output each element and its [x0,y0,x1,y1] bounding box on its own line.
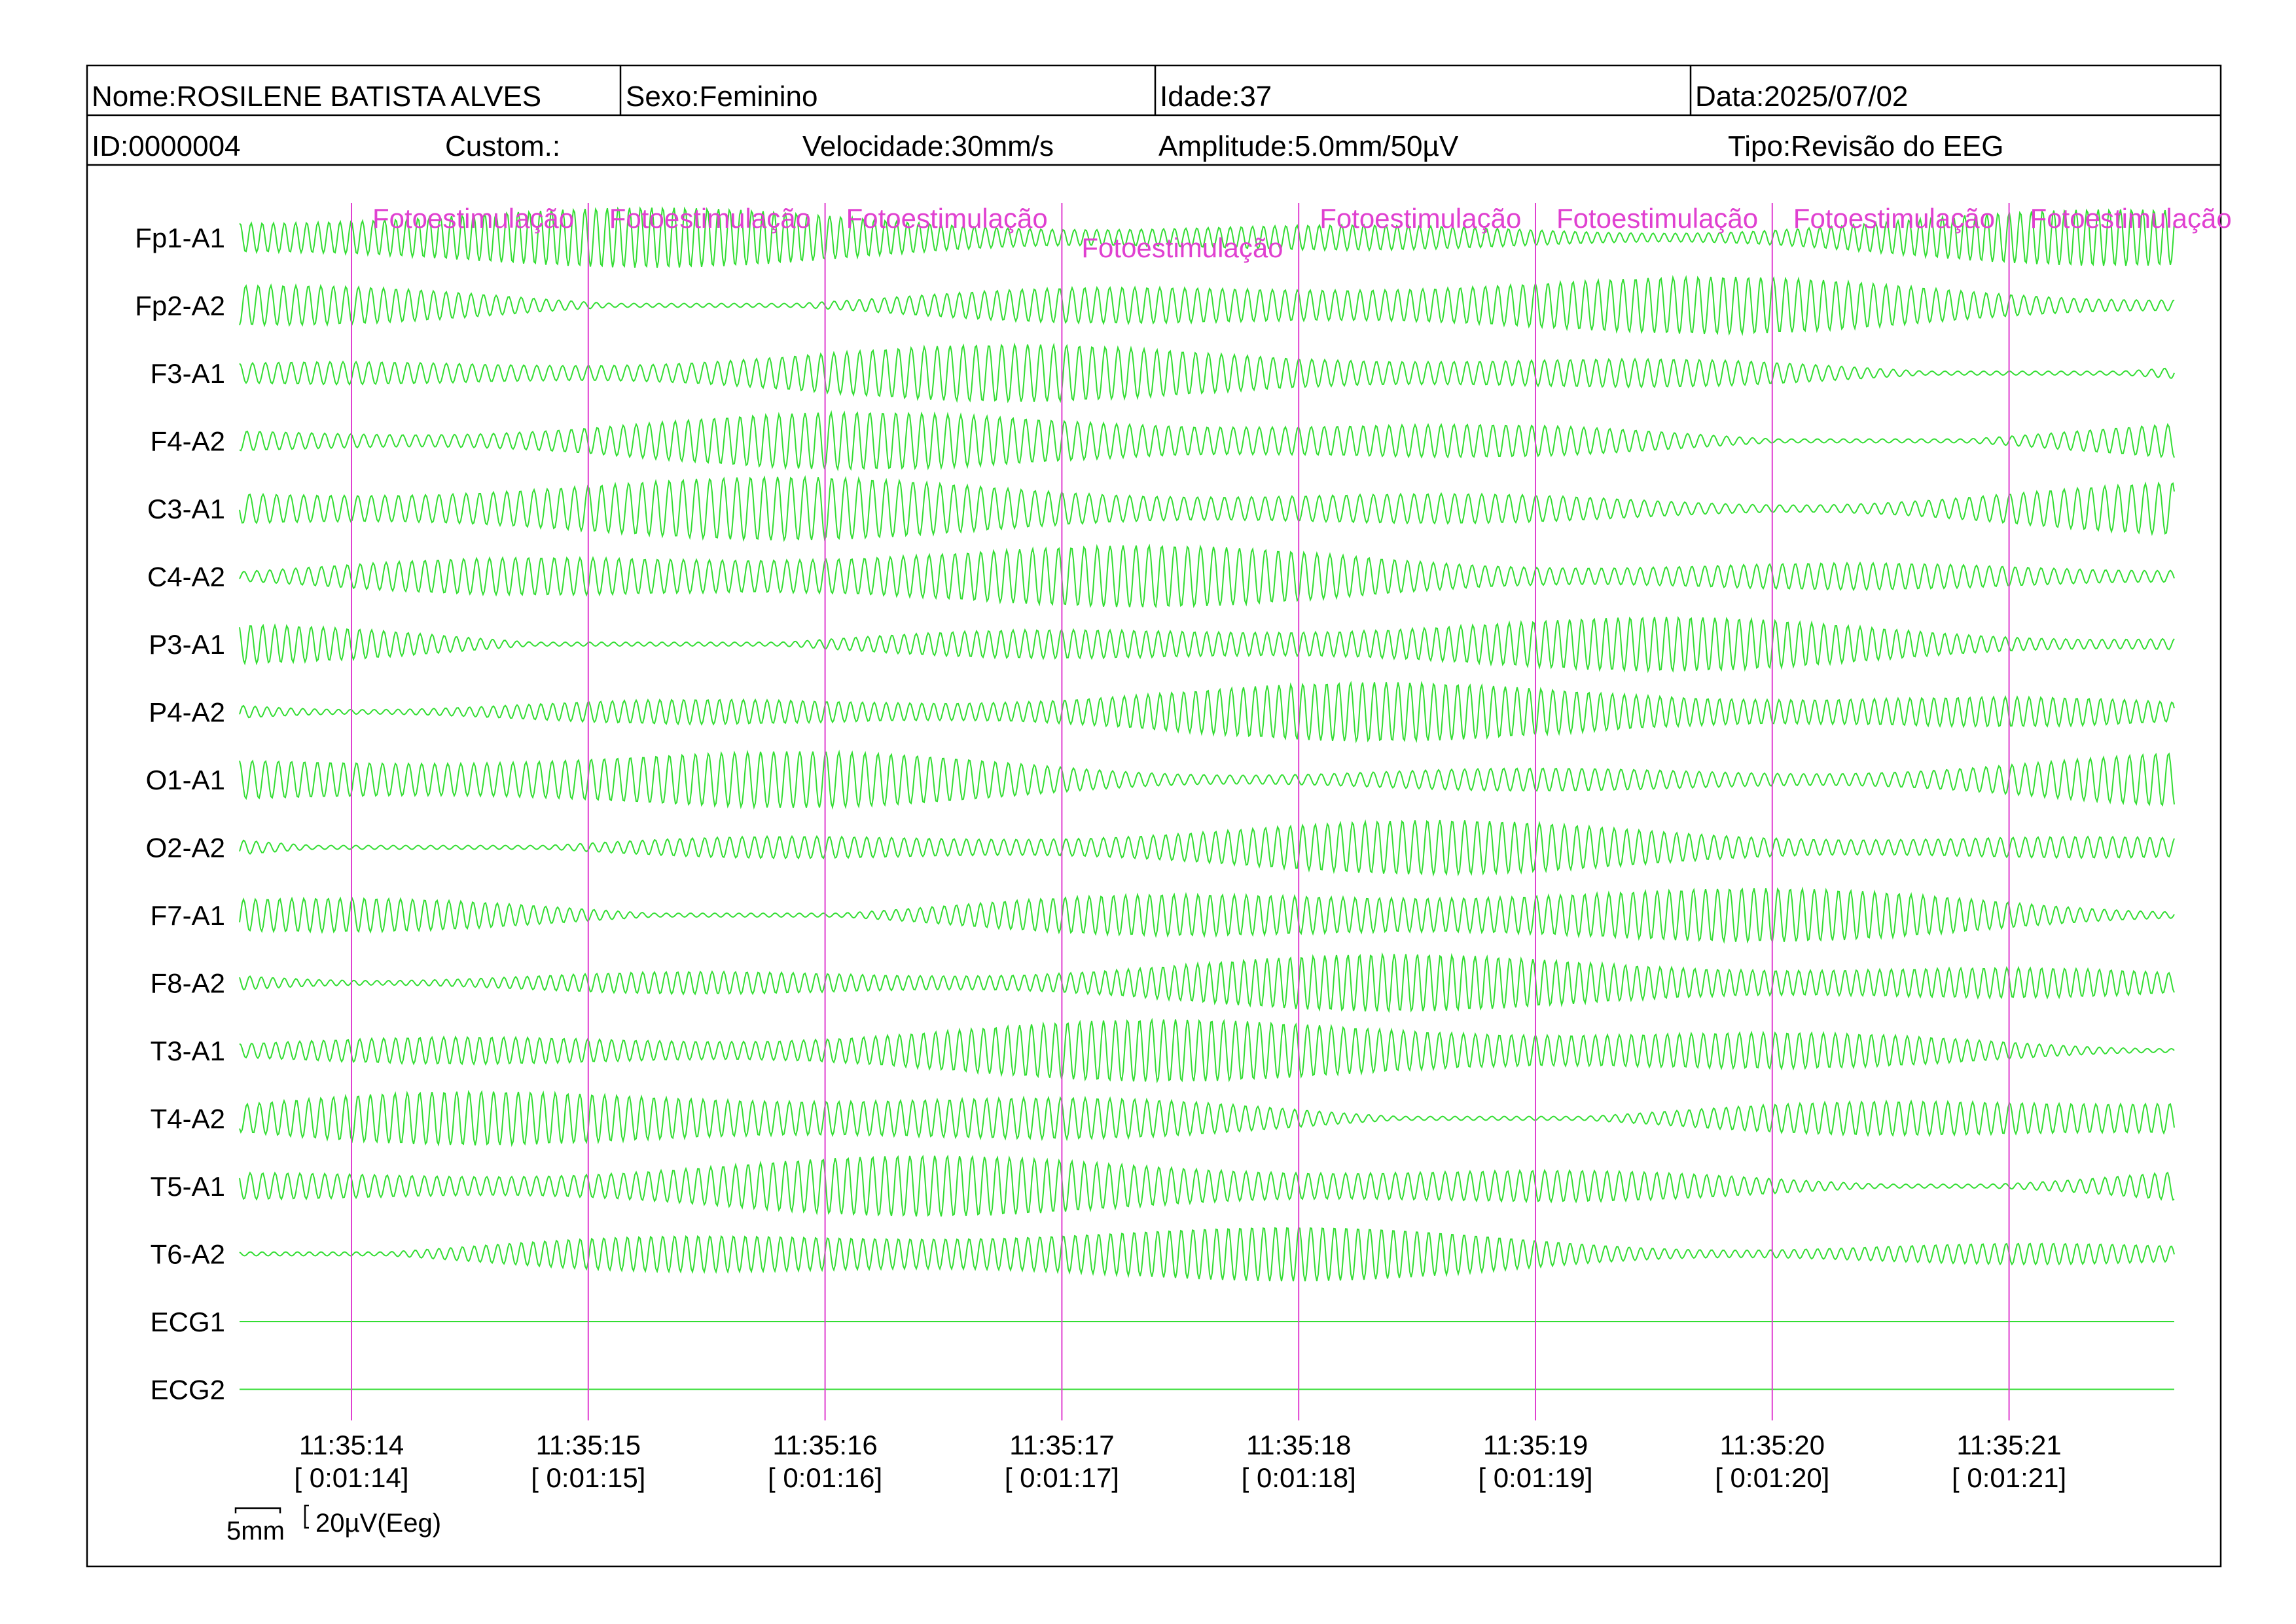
channel-label-f8-a2: F8-A2 [151,968,225,999]
trace-f3-a1 [239,342,2175,404]
amplitude-scale-bar [304,1504,309,1529]
amplitude-scale-label: 20µV(Eeg) [315,1509,441,1538]
channel-label-o2-a2: O2-A2 [146,833,225,863]
time-tick-elapsed: [ 0:01:19] [1478,1462,1592,1493]
time-tick-elapsed: [ 0:01:16] [768,1462,882,1493]
trace-fp1-a1 [239,206,2175,268]
photic-marker-label: Fotoestimulação [1556,203,1758,234]
amplitude-setting: Amplitude:5.0mm/50µV [1158,130,1459,162]
trace-t6-a2 [239,1227,2175,1282]
time-tick-elapsed: [ 0:01:17] [1005,1462,1119,1493]
trace-c4-a2 [239,543,2175,609]
time-axis: 11:35:14[ 0:01:14] 11:35:15[ 0:01:15] 11:3… [294,1430,2066,1493]
channel-label-t6-a2: T6-A2 [151,1239,225,1270]
time-tick-clock: 11:35:19 [1483,1430,1588,1460]
trace-p4-a2 [239,680,2175,744]
channel-label-ecg1: ECG1 [151,1307,225,1337]
time-tick-clock: 11:35:14 [299,1430,404,1460]
patient-id: ID:0000004 [92,130,241,162]
channel-label-ecg2: ECG2 [151,1375,225,1405]
time-tick-elapsed: [ 0:01:14] [294,1462,408,1493]
trace-o2-a2 [239,819,2175,877]
trace-t4-a2 [239,1089,2175,1147]
channel-label-t5-a1: T5-A1 [151,1171,225,1202]
trace-f4-a2 [239,410,2175,472]
photic-marker-label: Fotoestimulação [1081,232,1283,263]
time-tick-clock: 11:35:15 [536,1430,641,1460]
channel-label-f3-a1: F3-A1 [151,358,225,389]
paper-speed: Velocidade:30mm/s [802,130,1054,162]
channel-label-f7-a1: F7-A1 [151,900,225,931]
time-tick-clock: 11:35:16 [772,1430,877,1460]
time-tick-elapsed: [ 0:01:18] [1242,1462,1356,1493]
time-tick-clock: 11:35:18 [1246,1430,1351,1460]
photic-marker-label: Fotoestimulação [1793,203,1995,234]
time-scale-label: 5mm [226,1517,285,1545]
channel-label-c4-a2: C4-A2 [147,562,225,592]
channel-label-t3-a1: T3-A1 [151,1036,225,1066]
time-tick-clock: 11:35:17 [1009,1430,1114,1460]
trace-t5-a1 [239,1154,2175,1217]
patient-sex: Sexo:Feminino [626,81,818,113]
custom-field: Custom.: [445,130,561,162]
calibration-marks: 5mm 20µV(Eeg) [226,1504,441,1545]
photic-marker-label: Fotoestimulação [372,203,574,234]
channel-label-t4-a2: T4-A2 [151,1104,225,1134]
channel-label-c3-a1: C3-A1 [147,494,225,524]
channel-labels: Fp1-A1 Fp2-A2 F3-A1 F4-A2 C3-A1 C4-A2 P3-A1 P4-… [135,223,225,1405]
trace-f8-a2 [239,952,2175,1013]
review-type: Tipo:Revisão do EEG [1728,130,2004,162]
time-tick-clock: 11:35:21 [1956,1430,2061,1460]
photic-marker-label: Fotoestimulação [846,203,1048,234]
time-tick-elapsed: [ 0:01:20] [1715,1462,1829,1493]
photic-marker-label: Fotoestimulação [2030,203,2232,234]
channel-label-p3-a1: P3-A1 [149,629,225,660]
trace-c3-a1 [239,475,2175,543]
photic-marker-label: Fotoestimulação [1319,203,1521,234]
photic-markers: Fotoestimulação Fotoestimulação Fotoestimu… [351,203,2232,1420]
trace-fp2-a2 [239,275,2175,336]
time-scale-bar [234,1507,281,1513]
channel-label-fp1-a1: Fp1-A1 [135,223,225,253]
eeg-traces [239,206,2175,1390]
trace-o1-a1 [239,749,2175,810]
time-tick-elapsed: [ 0:01:21] [1952,1462,2066,1493]
channel-label-fp2-a2: Fp2-A2 [135,291,225,321]
time-tick-clock: 11:35:20 [1720,1430,1825,1460]
exam-date: Data:2025/07/02 [1695,81,1909,113]
channel-label-p4-a2: P4-A2 [149,697,225,728]
trace-t3-a1 [239,1017,2175,1084]
trace-f7-a1 [239,886,2175,944]
patient-name: Nome:ROSILENE BATISTA ALVES [92,81,542,113]
trace-p3-a1 [239,616,2175,674]
channel-label-f4-a2: F4-A2 [151,426,225,457]
channel-label-o1-a1: O1-A1 [146,765,225,795]
time-tick-elapsed: [ 0:01:15] [531,1462,645,1493]
patient-age: Idade:37 [1160,81,1272,113]
photic-marker-label: Fotoestimulação [609,203,811,234]
report-frame [86,64,2222,1568]
